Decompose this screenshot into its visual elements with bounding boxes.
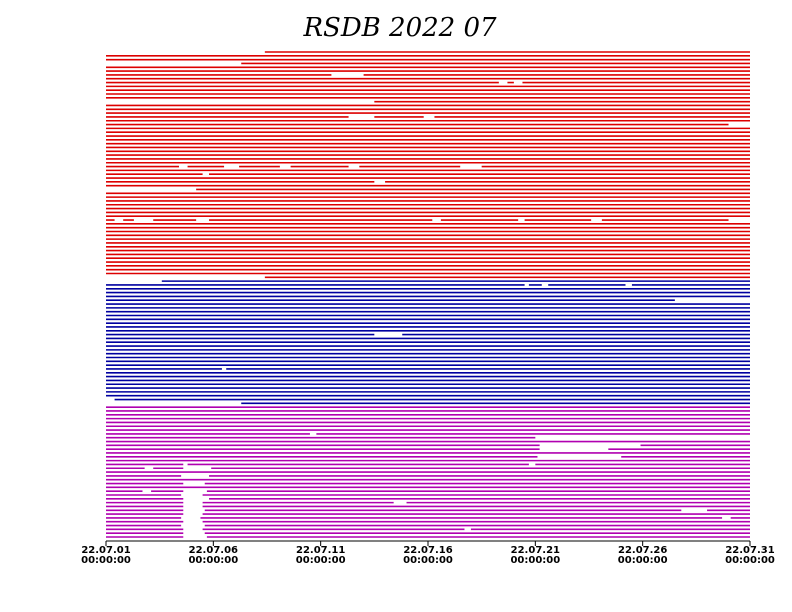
x-tick-label: 22.07.01 00:00:00 [81,545,131,566]
x-tick-label: 22.07.31 00:00:00 [725,545,775,566]
x-tick-label: 22.07.26 00:00:00 [618,545,668,566]
x-tick-label: 22.07.21 00:00:00 [510,545,560,566]
x-tick-label: 22.07.06 00:00:00 [188,545,238,566]
x-tick-label: 22.07.16 00:00:00 [403,545,453,566]
chart-title: RSDB 2022 07 [302,13,497,43]
x-tick-label: 22.07.11 00:00:00 [296,545,346,566]
